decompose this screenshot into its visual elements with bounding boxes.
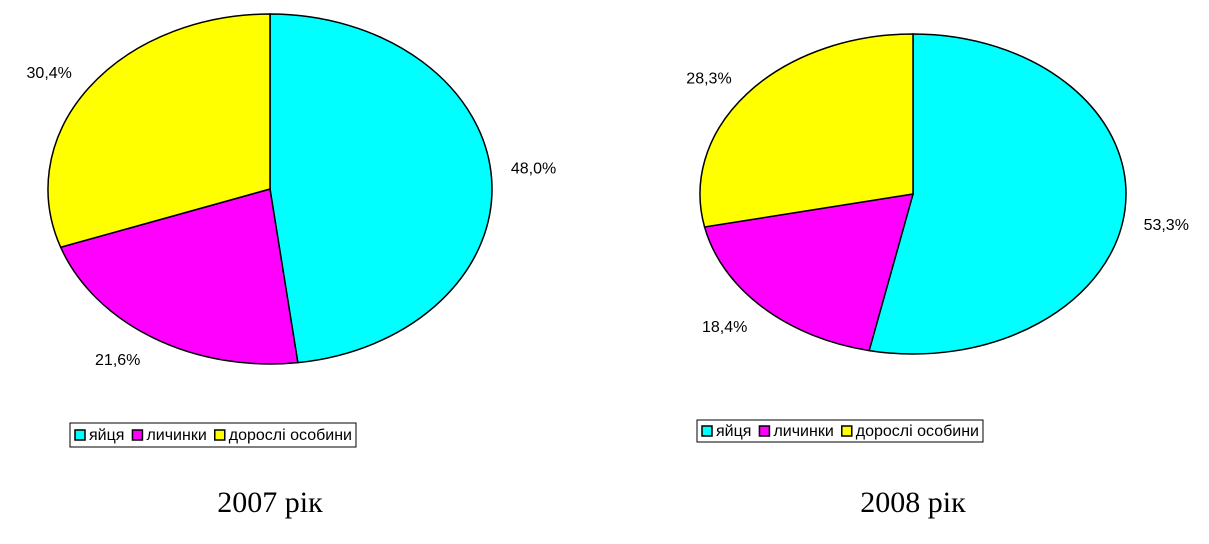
legend-label: личинки [146,427,206,444]
legend-label: яйця [89,427,124,444]
legend: яйця личинки дорослі особини [69,422,357,448]
data-label: 21,6% [95,352,140,369]
legend-label: дорослі особини [856,423,979,440]
pie-slice [868,33,1127,355]
pie-slice [59,188,299,365]
legend-swatch [74,429,86,441]
data-label: 48,0% [511,161,556,178]
data-label: 30,4% [27,65,72,82]
legend: яйця личинки дорослі особини [696,419,984,443]
legend-label: дорослі особини [229,427,352,444]
data-label: 53,3% [1144,217,1189,234]
chart-title: 2008 рік [860,486,966,519]
pie-slice [703,193,915,352]
pie-slice [269,13,493,364]
chart-title: 2007 рік [217,486,323,519]
legend-label: личинки [773,423,833,440]
legend-swatch [841,425,853,437]
legend-swatch [701,425,713,437]
legend-swatch [131,429,144,441]
data-label: 18,4% [702,319,747,336]
legend-box [69,422,357,448]
pie-slice [699,33,914,228]
legend-label: яйця [716,423,751,440]
legend-swatch [214,429,226,441]
legend-swatch [758,425,771,437]
data-label: 28,3% [686,70,731,87]
pie-slice [47,13,271,249]
